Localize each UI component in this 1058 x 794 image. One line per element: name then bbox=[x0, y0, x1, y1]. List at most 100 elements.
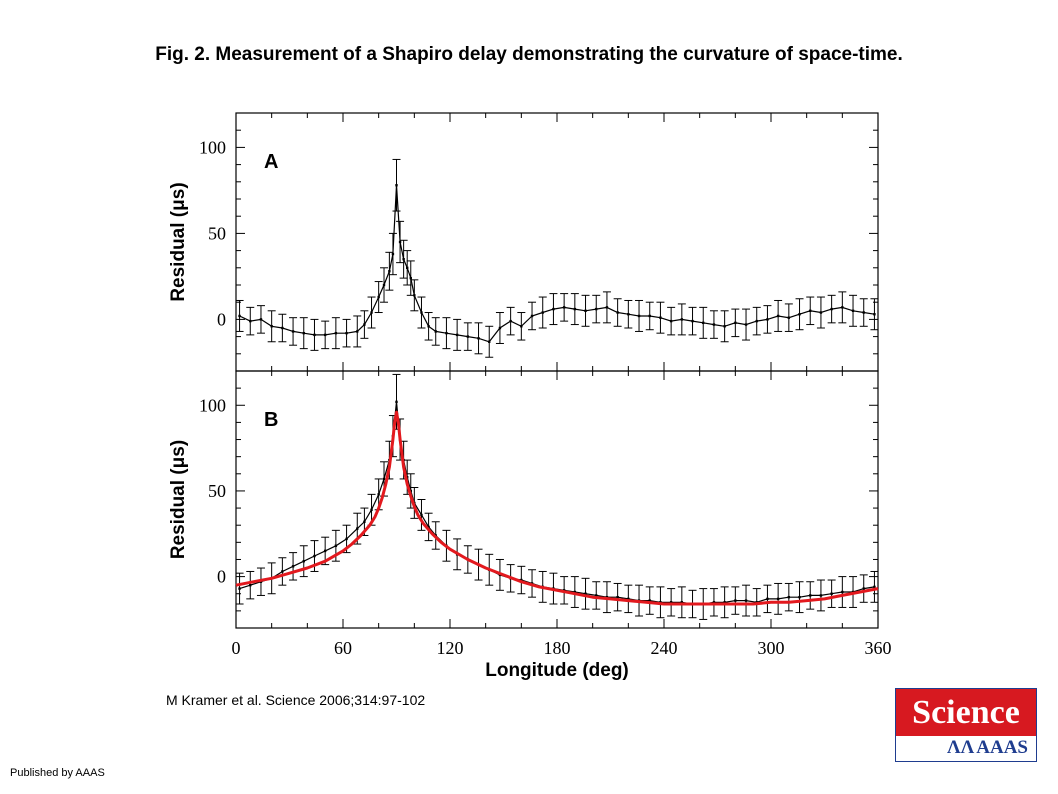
data-point bbox=[246, 570, 255, 600]
data-marker bbox=[302, 559, 305, 563]
panel-b: 0 50 100 0 60 120 180 240 300 360 B Residual (μs) Lo… bbox=[168, 370, 892, 681]
data-point bbox=[774, 582, 783, 615]
data-point bbox=[624, 584, 633, 614]
data-marker bbox=[281, 570, 284, 573]
data-marker bbox=[851, 309, 855, 312]
data-marker bbox=[616, 595, 619, 599]
aaas-mark-icon: ΛΛ bbox=[947, 737, 975, 758]
data-marker bbox=[648, 599, 651, 602]
data-marker bbox=[830, 307, 833, 311]
data-marker bbox=[669, 601, 673, 604]
data-points bbox=[235, 158, 879, 358]
data-point bbox=[549, 293, 558, 326]
data-marker bbox=[723, 325, 726, 328]
data-marker bbox=[669, 319, 673, 323]
data-marker bbox=[302, 331, 305, 335]
data-point bbox=[424, 512, 433, 542]
data-marker bbox=[659, 316, 662, 319]
data-marker bbox=[744, 599, 748, 602]
data-point bbox=[256, 305, 265, 334]
data-point bbox=[613, 298, 622, 327]
data-point bbox=[331, 317, 340, 350]
data-marker bbox=[680, 318, 684, 321]
data-point bbox=[453, 318, 462, 351]
data-marker bbox=[427, 325, 430, 328]
data-marker bbox=[509, 319, 512, 323]
data-marker bbox=[377, 295, 380, 299]
data-trace bbox=[239, 185, 875, 343]
x-tick-label: 60 bbox=[334, 638, 352, 658]
y-tick-label: 50 bbox=[208, 481, 226, 501]
data-point bbox=[410, 279, 419, 312]
data-marker bbox=[723, 601, 726, 604]
data-marker bbox=[712, 601, 716, 604]
data-point bbox=[667, 306, 676, 336]
data-point bbox=[709, 588, 718, 617]
data-point bbox=[485, 325, 494, 358]
data-point bbox=[870, 298, 879, 331]
data-marker bbox=[477, 337, 480, 340]
data-marker bbox=[809, 309, 812, 312]
data-point bbox=[656, 301, 665, 334]
data-point bbox=[645, 301, 654, 331]
data-marker bbox=[552, 307, 555, 311]
data-marker bbox=[345, 331, 348, 335]
data-marker bbox=[584, 309, 587, 312]
data-point bbox=[538, 296, 547, 329]
data-marker bbox=[787, 316, 791, 319]
data-point bbox=[731, 308, 740, 338]
data-marker bbox=[370, 311, 373, 314]
data-point bbox=[677, 303, 686, 336]
data-point bbox=[592, 294, 601, 324]
data-point bbox=[424, 312, 433, 341]
data-point bbox=[816, 579, 825, 612]
data-point bbox=[360, 310, 369, 339]
data-point bbox=[806, 296, 815, 326]
y-tick-label: 0 bbox=[217, 309, 226, 329]
data-marker bbox=[420, 311, 423, 314]
data-point bbox=[774, 299, 783, 332]
data-point bbox=[396, 220, 405, 264]
data-point bbox=[495, 312, 504, 344]
data-point bbox=[528, 301, 537, 331]
data-marker bbox=[520, 578, 523, 582]
data-point bbox=[392, 158, 401, 212]
data-marker bbox=[862, 311, 865, 314]
data-point bbox=[310, 318, 319, 351]
data-marker bbox=[238, 314, 241, 318]
data-marker bbox=[334, 331, 338, 335]
data-point bbox=[838, 576, 847, 608]
data-marker bbox=[323, 333, 327, 337]
data-point bbox=[463, 322, 472, 351]
science-logo[interactable]: Science ΛΛ AAAS bbox=[895, 688, 1037, 762]
data-marker bbox=[873, 585, 876, 589]
data-marker bbox=[356, 527, 359, 530]
y-tick-label: 0 bbox=[217, 567, 226, 587]
data-marker bbox=[363, 323, 366, 326]
data-point bbox=[816, 296, 825, 329]
data-point bbox=[581, 294, 590, 327]
data-point bbox=[613, 582, 622, 612]
data-marker bbox=[766, 318, 769, 321]
data-marker bbox=[787, 595, 791, 599]
data-marker bbox=[382, 477, 386, 481]
data-point bbox=[278, 313, 287, 343]
data-point bbox=[752, 306, 761, 336]
panel-label: A bbox=[264, 151, 278, 173]
data-point bbox=[667, 588, 676, 617]
data-marker bbox=[488, 340, 491, 343]
data-point bbox=[720, 586, 729, 619]
data-point bbox=[374, 281, 383, 314]
data-point bbox=[592, 581, 601, 610]
y-tick-label: 100 bbox=[199, 137, 226, 157]
data-point bbox=[795, 581, 804, 614]
data-marker bbox=[616, 311, 619, 314]
data-marker bbox=[398, 240, 402, 244]
data-marker bbox=[595, 594, 598, 597]
data-point bbox=[299, 545, 308, 578]
data-marker bbox=[530, 314, 534, 318]
data-marker bbox=[691, 319, 694, 323]
data-point bbox=[506, 306, 515, 336]
data-marker bbox=[744, 323, 748, 326]
data-marker bbox=[819, 594, 823, 597]
